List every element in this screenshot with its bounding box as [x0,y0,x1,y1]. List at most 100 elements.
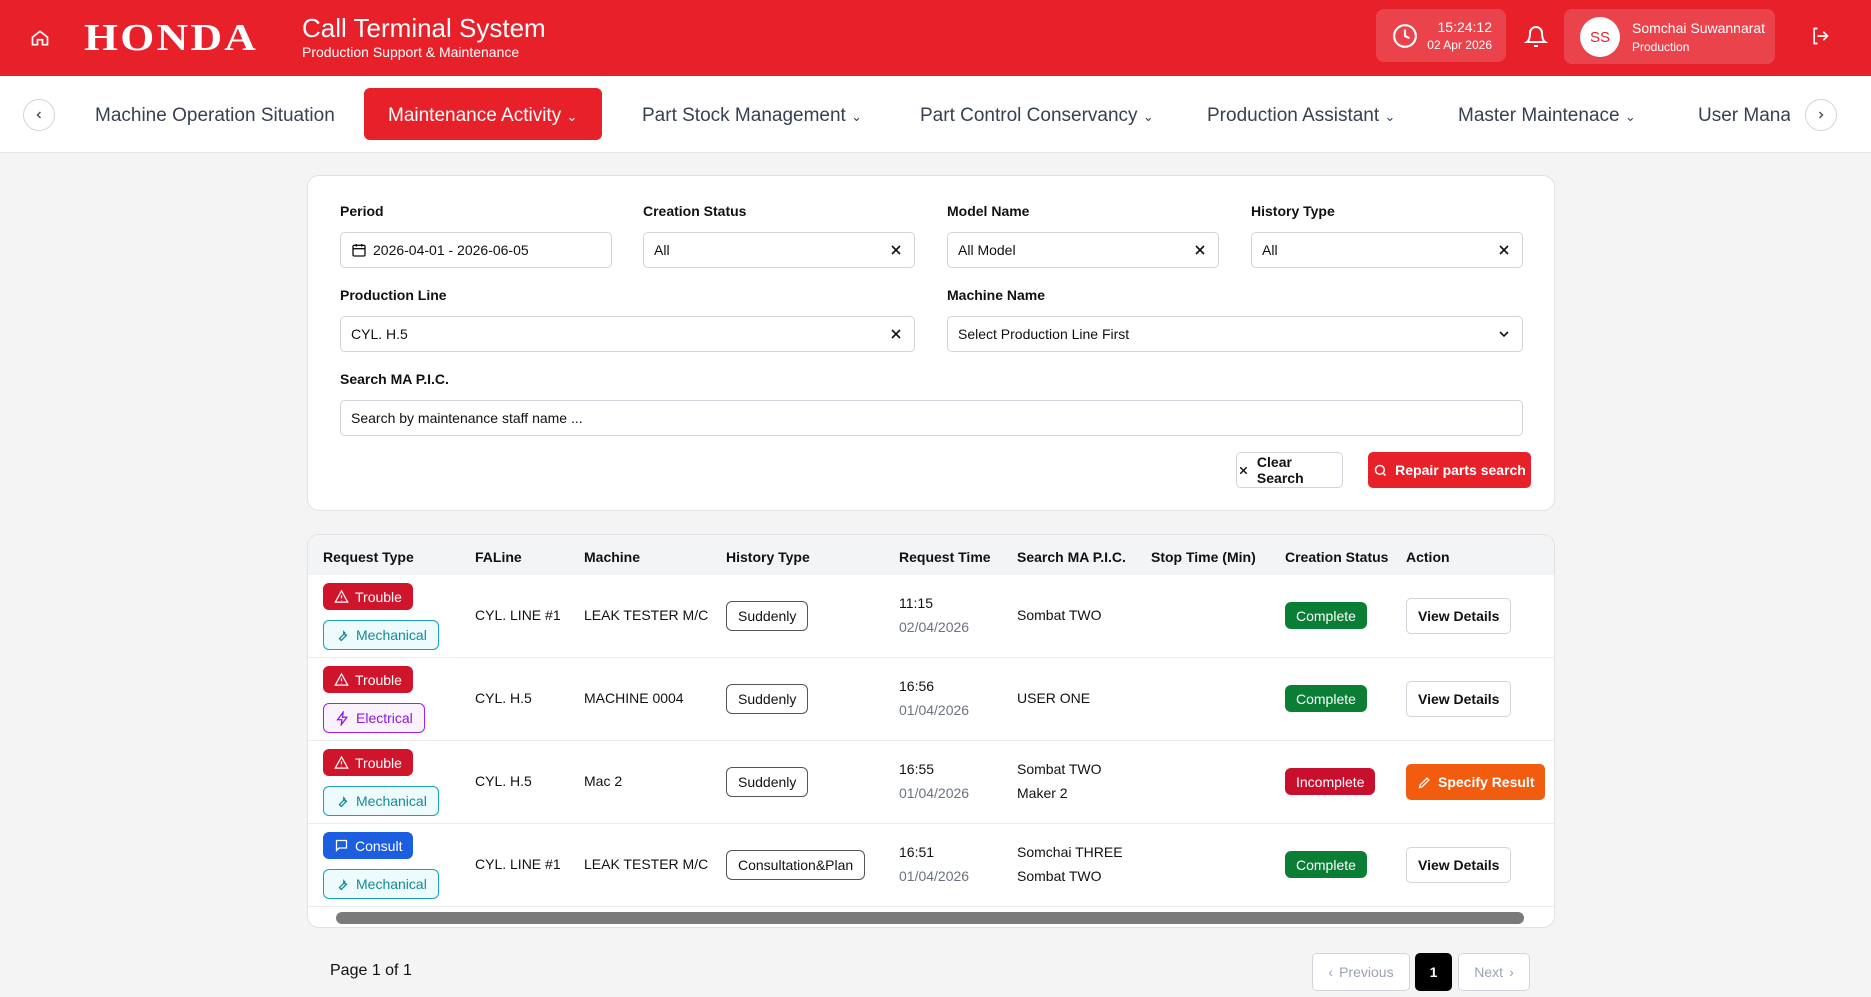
avatar: SS [1580,17,1620,57]
search-button[interactable]: Repair parts search [1368,452,1531,488]
machine: LEAK TESTER M/C [584,856,709,872]
field-value: All [1262,242,1278,258]
field-value: Search by maintenance staff name ... [351,410,583,426]
nav-label: Part Stock Management [642,105,846,126]
field-input[interactable]: All [1251,232,1523,268]
user-name: Somchai Suwannarat [1632,20,1766,36]
clear-button[interactable]: Clear Search [1236,452,1343,488]
field-value: CYL. H.5 [351,326,408,342]
request-time: 16:55 [899,761,935,777]
page-button[interactable]: 1 [1415,953,1452,991]
nav-item[interactable]: Machine Operation Situation [95,105,335,126]
action-button[interactable]: View Details [1406,598,1512,634]
field-input[interactable]: CYL. H.5 [340,316,915,352]
nav-item[interactable]: Master Maintenace ⌄ [1458,105,1636,126]
ma-pic: Maker 2 [1017,785,1068,801]
field-input[interactable]: All [643,232,915,268]
status-badge: Complete [1285,602,1367,629]
machine: LEAK TESTER M/C [584,607,709,623]
field-label: Search MA P.I.C. [340,371,449,387]
table-row [308,658,1554,741]
faline: CYL. LINE #1 [475,856,561,872]
app-title: Call Terminal System [302,13,546,43]
action-button[interactable]: Specify Result [1406,764,1546,800]
action-label: View Details [1418,608,1500,624]
badge-label: Mechanical [356,627,427,643]
table-row [308,575,1554,658]
table-row [308,824,1554,907]
badge-label: Trouble [355,671,402,688]
search-label: Repair parts search [1395,462,1526,478]
logout-icon[interactable] [1810,26,1830,46]
category-badge: Electrical [323,703,425,733]
nav-label: Maintenance Activity [388,105,562,126]
ma-pic: Sombat TWO [1017,868,1102,884]
field-value: 2026-04-01 - 2026-06-05 [373,242,529,258]
ma-pic: Sombat TWO [1017,607,1102,623]
nav-next[interactable] [1805,99,1837,131]
ma-pic: USER ONE [1017,690,1091,706]
nav-item[interactable]: Part Control Conservancy ⌄ [920,105,1154,126]
filter-card: Period 2026-04-01 - 2026-06-05 Creation St… [307,175,1555,511]
field-label: Model Name [947,203,1030,219]
badge-label: Mechanical [356,876,427,892]
nav-prev[interactable] [23,99,55,131]
brand-logo: HONDA [84,17,259,59]
field-label: Machine Name [947,287,1046,303]
history-badge: Suddenly [726,601,809,631]
request-type-badge: Trouble [323,749,413,776]
action-label: Specify Result [1438,774,1535,790]
field-label: Creation Status [643,203,747,219]
request-date: 01/04/2026 [899,785,970,801]
faline: CYL. H.5 [475,773,532,789]
next-button[interactable]: Next › [1458,953,1530,991]
clock-box: 15:24:12 02 Apr 2026 [1376,9,1506,62]
nav-active-bg [364,88,602,140]
bell-icon[interactable] [1524,24,1548,50]
nav-item[interactable]: Maintenance Activity ⌄ [388,105,578,126]
field-input[interactable]: All Model [947,232,1219,268]
column-header: Request Time [899,549,991,565]
action-label: View Details [1418,691,1500,707]
clock-date: 02 Apr 2026 [1427,38,1492,52]
request-type-badge: Trouble [323,583,413,610]
faline: CYL. H.5 [475,690,532,706]
prev-label: Previous [1339,964,1394,980]
request-time: 11:15 [899,595,933,611]
user-box[interactable]: SS Somchai Suwannarat Production [1564,9,1775,64]
user-role: Production [1632,40,1690,54]
request-date: 01/04/2026 [899,868,970,884]
category-badge: Mechanical [323,620,439,650]
column-header: FALine [475,549,522,565]
prev-button[interactable]: ‹ Previous [1312,953,1410,991]
page-info: Page 1 of 1 [330,962,412,979]
home-icon[interactable] [30,28,50,48]
action-button[interactable]: View Details [1406,847,1512,883]
field-value: Select Production Line First [958,326,1130,342]
table-header [308,535,1554,575]
app-subtitle: Production Support & Maintenance [302,44,520,60]
clock-time: 15:24:12 [1437,19,1493,35]
field-input[interactable]: Select Production Line First [947,316,1523,352]
nav-item[interactable]: Production Assistant ⌄ [1207,105,1396,126]
nav-label: Part Control Conservancy [920,105,1138,126]
category-badge: Mechanical [323,786,439,816]
history-badge: Suddenly [726,684,809,714]
nav-item[interactable]: Part Stock Management ⌄ [642,105,863,126]
request-time: 16:51 [899,844,935,860]
field-label: Period [340,203,384,219]
request-type-badge: Trouble [323,666,413,693]
machine: Mac 2 [584,773,623,789]
request-date: 02/04/2026 [899,619,970,635]
field-input[interactable]: Search by maintenance staff name ... [340,400,1523,436]
field-label: Production Line [340,287,447,303]
field-input[interactable]: 2026-04-01 - 2026-06-05 [340,232,612,268]
status-badge: Complete [1285,685,1367,712]
nav-bar [0,76,1871,153]
field-value: All Model [958,242,1016,258]
action-button[interactable]: View Details [1406,681,1512,717]
request-date: 01/04/2026 [899,702,970,718]
action-label: View Details [1418,857,1500,873]
scrollbar[interactable] [336,912,1524,924]
nav-item[interactable]: User Management [1698,105,1790,126]
